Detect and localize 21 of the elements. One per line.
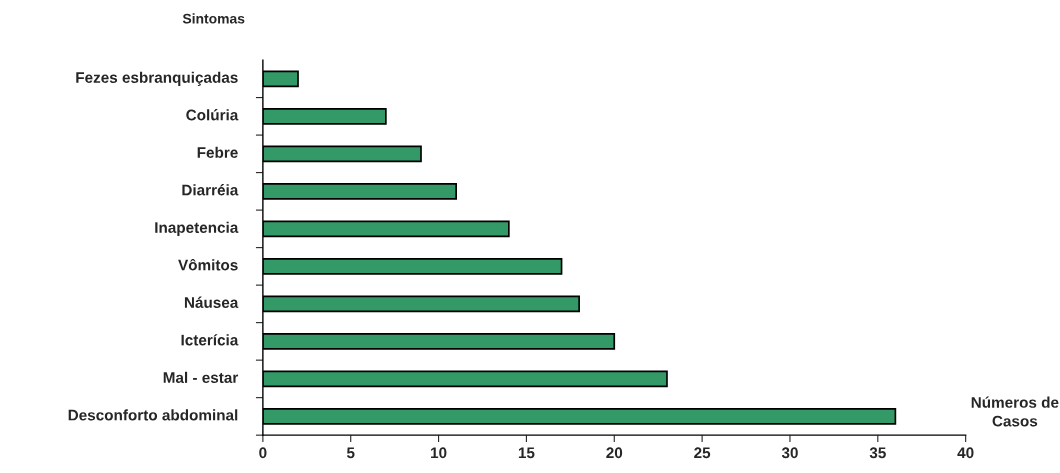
y-axis-title: Sintomas bbox=[182, 13, 245, 24]
x-axis-title: Números de Casos bbox=[971, 396, 1059, 427]
y-tick-label: Vômitos bbox=[178, 258, 238, 271]
x-tick-label: 5 bbox=[346, 447, 355, 459]
y-tick-label: Fezes esbranquiçadas bbox=[76, 71, 238, 86]
x-tick-label: 20 bbox=[606, 447, 623, 459]
y-tick-label: Colúria bbox=[186, 109, 239, 121]
x-tick-label: 25 bbox=[694, 447, 711, 459]
y-tick-label: Inapetencia bbox=[155, 221, 239, 236]
y-tick-label: Mal - estar bbox=[163, 371, 239, 383]
x-tick-label: 0 bbox=[259, 447, 267, 459]
y-tick-label: Icterícia bbox=[181, 334, 239, 346]
y-tick-label: Desconforto abdominal bbox=[68, 409, 238, 421]
y-tick-label: Diarréia bbox=[182, 184, 239, 196]
x-tick-label: 30 bbox=[781, 447, 798, 459]
x-tick-label: 15 bbox=[518, 447, 535, 459]
x-tick-label: 40 bbox=[957, 447, 974, 459]
x-tick-label: 35 bbox=[869, 447, 886, 459]
x-tick-label: 10 bbox=[431, 447, 447, 459]
y-tick-label: Náusea bbox=[184, 296, 239, 308]
y-tick-label: Febre bbox=[197, 146, 238, 158]
